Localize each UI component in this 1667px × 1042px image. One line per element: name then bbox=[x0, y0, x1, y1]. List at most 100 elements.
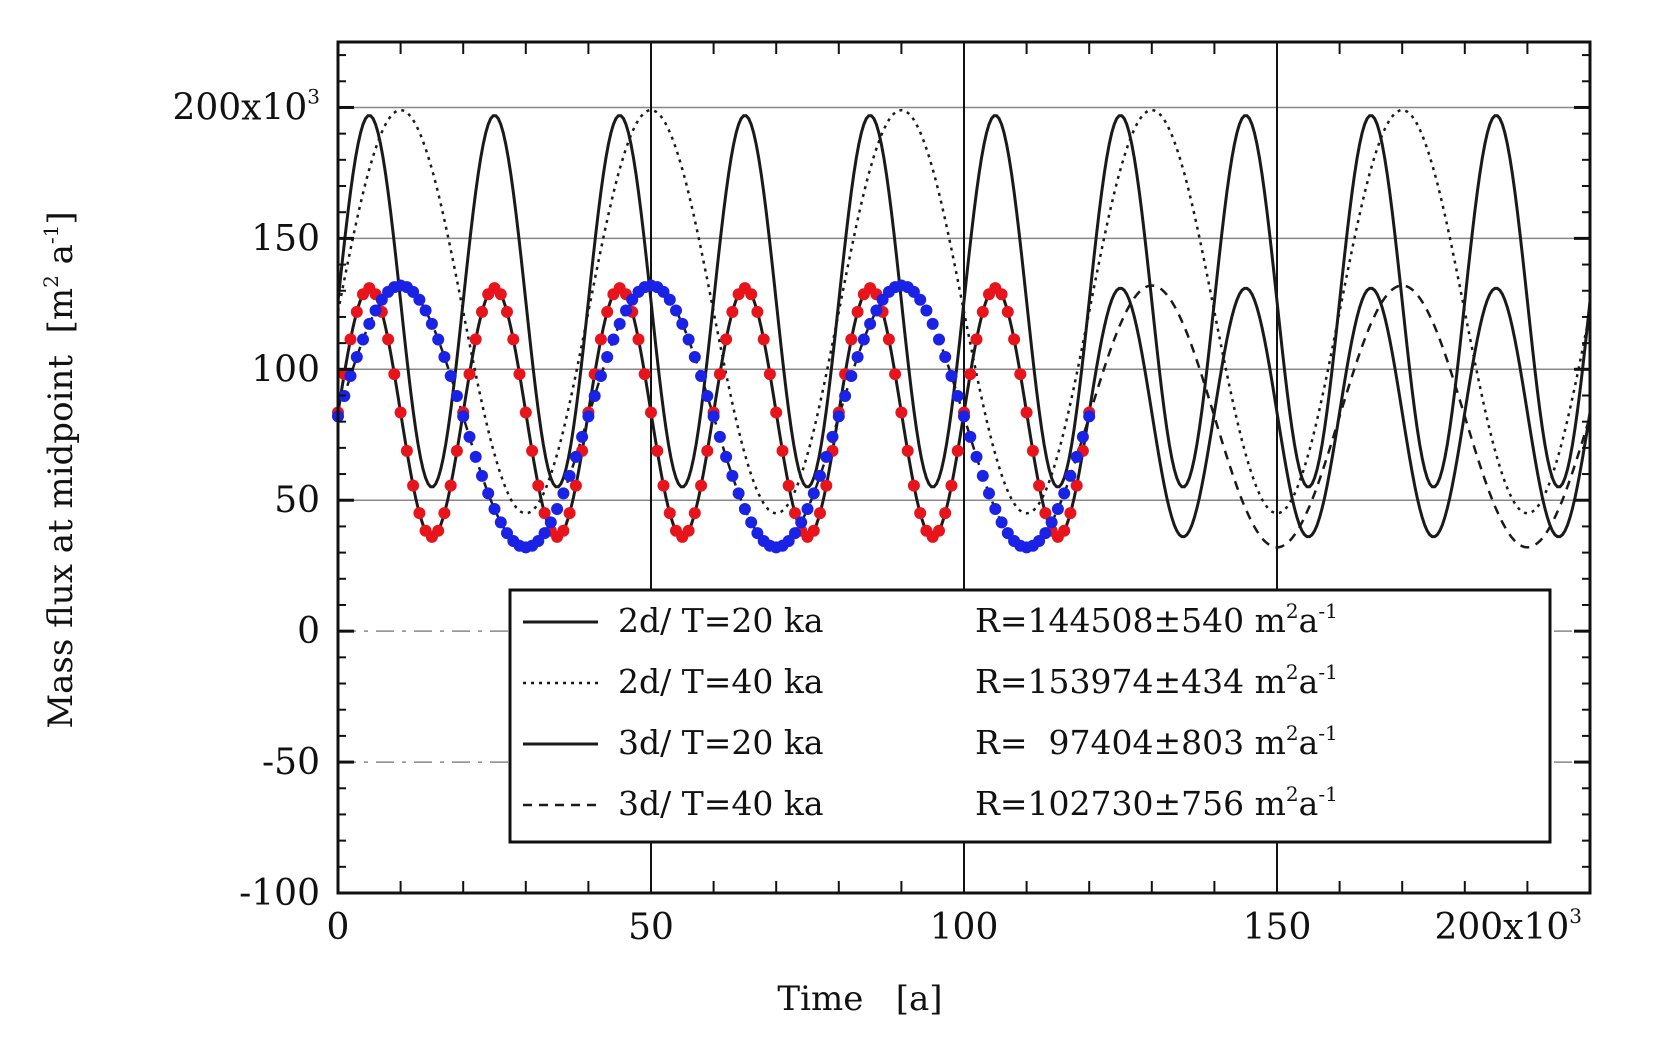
overlay-point-2 bbox=[425, 317, 438, 330]
overlay-point-2 bbox=[551, 503, 564, 515]
overlay-point-1 bbox=[532, 479, 545, 492]
overlay-point-1 bbox=[951, 444, 964, 457]
overlay-point-1 bbox=[388, 368, 401, 381]
overlay-point-2 bbox=[457, 410, 470, 423]
overlay-point-2 bbox=[688, 351, 701, 363]
overlay-point-1 bbox=[344, 333, 357, 346]
overlay-point-2 bbox=[670, 304, 682, 317]
overlay-point-2 bbox=[976, 469, 989, 482]
overlay-point-2 bbox=[682, 333, 695, 346]
overlay-point-1 bbox=[594, 333, 607, 346]
overlay-point-1 bbox=[726, 305, 739, 318]
overlay-point-2 bbox=[789, 527, 801, 540]
overlay-point-1 bbox=[538, 507, 551, 520]
overlay-point-1 bbox=[632, 333, 645, 346]
overlay-point-2 bbox=[676, 317, 689, 330]
overlay-point-1 bbox=[933, 524, 945, 537]
overlay-point-1 bbox=[557, 524, 570, 537]
overlay-point-2 bbox=[995, 516, 1008, 529]
overlay-point-2 bbox=[920, 304, 933, 317]
overlay-point-1 bbox=[1033, 479, 1046, 492]
overlay-point-1 bbox=[569, 479, 582, 492]
x-tick-label: 50 bbox=[628, 907, 674, 948]
overlay-point-1 bbox=[432, 524, 445, 537]
y-axis-title: Mass flux at midpoint [m2 a-1] bbox=[39, 211, 81, 728]
overlay-point-2 bbox=[601, 351, 614, 363]
y-tick-label: 50 bbox=[274, 480, 320, 521]
overlay-point-2 bbox=[1070, 450, 1083, 463]
overlay-point-1 bbox=[382, 333, 395, 346]
overlay-point-2 bbox=[720, 450, 733, 463]
overlay-point-2 bbox=[569, 450, 582, 463]
x-tick-label: 200x103 bbox=[1434, 904, 1582, 948]
overlay-point-1 bbox=[789, 507, 801, 520]
overlay-point-1 bbox=[682, 524, 695, 537]
overlay-point-1 bbox=[782, 479, 795, 492]
overlay-point-1 bbox=[645, 406, 657, 419]
overlay-point-1 bbox=[914, 507, 927, 520]
legend-stat: R=144508±540 m2a-1 bbox=[975, 599, 1338, 640]
y-tick-label: 200x103 bbox=[172, 84, 320, 128]
overlay-point-2 bbox=[663, 293, 676, 306]
overlay-point-2 bbox=[563, 469, 576, 482]
overlay-point-2 bbox=[432, 333, 445, 346]
overlay-point-1 bbox=[895, 406, 908, 419]
overlay-point-1 bbox=[394, 406, 407, 419]
overlay-point-2 bbox=[701, 390, 714, 402]
overlay-point-1 bbox=[776, 444, 789, 457]
overlay-point-1 bbox=[494, 288, 507, 301]
overlay-point-2 bbox=[450, 390, 463, 402]
overlay-point-2 bbox=[488, 503, 501, 515]
y-tick-label: -50 bbox=[262, 742, 320, 783]
overlay-point-2 bbox=[576, 430, 589, 443]
overlay-point-2 bbox=[738, 503, 751, 515]
overlay-point-1 bbox=[350, 305, 363, 318]
overlay-point-1 bbox=[519, 406, 532, 419]
overlay-point-2 bbox=[870, 304, 883, 317]
y-tick-label: 0 bbox=[297, 611, 320, 652]
overlay-point-1 bbox=[1064, 507, 1077, 520]
overlay-point-1 bbox=[1020, 406, 1033, 419]
overlay-point-1 bbox=[476, 305, 488, 318]
overlay-point-2 bbox=[1058, 487, 1071, 500]
overlay-point-1 bbox=[770, 406, 783, 419]
overlay-point-2 bbox=[357, 333, 369, 346]
overlay-point-2 bbox=[745, 516, 758, 529]
overlay-point-1 bbox=[701, 444, 714, 457]
overlay-point-2 bbox=[444, 370, 457, 382]
overlay-point-1 bbox=[763, 368, 776, 381]
overlay-point-2 bbox=[476, 469, 488, 482]
overlay-point-2 bbox=[707, 410, 720, 423]
overlay-point-1 bbox=[513, 368, 526, 381]
y-tick-label: 100 bbox=[251, 349, 320, 390]
overlay-point-2 bbox=[588, 390, 601, 402]
legend-stat: R=102730±756 m2a-1 bbox=[975, 782, 1338, 823]
overlay-point-2 bbox=[970, 450, 983, 463]
overlay-point-2 bbox=[544, 516, 557, 529]
x-tick-label: 0 bbox=[327, 907, 350, 948]
overlay-point-1 bbox=[526, 444, 539, 457]
overlay-point-1 bbox=[463, 368, 476, 381]
overlay-point-2 bbox=[857, 333, 870, 346]
overlay-point-1 bbox=[901, 444, 914, 457]
overlay-point-1 bbox=[563, 507, 576, 520]
overlay-point-1 bbox=[450, 444, 463, 457]
overlay-point-2 bbox=[344, 370, 357, 382]
overlay-point-1 bbox=[651, 444, 664, 457]
overlay-point-2 bbox=[1076, 430, 1089, 443]
series-line-2 bbox=[336, 108, 1592, 515]
overlay-point-2 bbox=[814, 469, 826, 482]
overlay-point-2 bbox=[695, 370, 708, 382]
overlay-point-2 bbox=[1064, 469, 1077, 482]
overlay-point-2 bbox=[350, 351, 363, 363]
overlay-point-1 bbox=[882, 333, 895, 346]
overlay-point-2 bbox=[594, 370, 607, 382]
overlay-point-1 bbox=[851, 305, 864, 318]
legend-label: 2d/ T=20 ka bbox=[618, 601, 824, 640]
overlay-point-2 bbox=[413, 293, 426, 306]
overlay-point-1 bbox=[1014, 368, 1027, 381]
legend: 2d/ T=20 ka R=144508±540 m2a-1 2d/ T=40 ka… bbox=[508, 588, 1552, 844]
overlay-point-1 bbox=[814, 507, 826, 520]
overlay-point-1 bbox=[757, 333, 770, 346]
